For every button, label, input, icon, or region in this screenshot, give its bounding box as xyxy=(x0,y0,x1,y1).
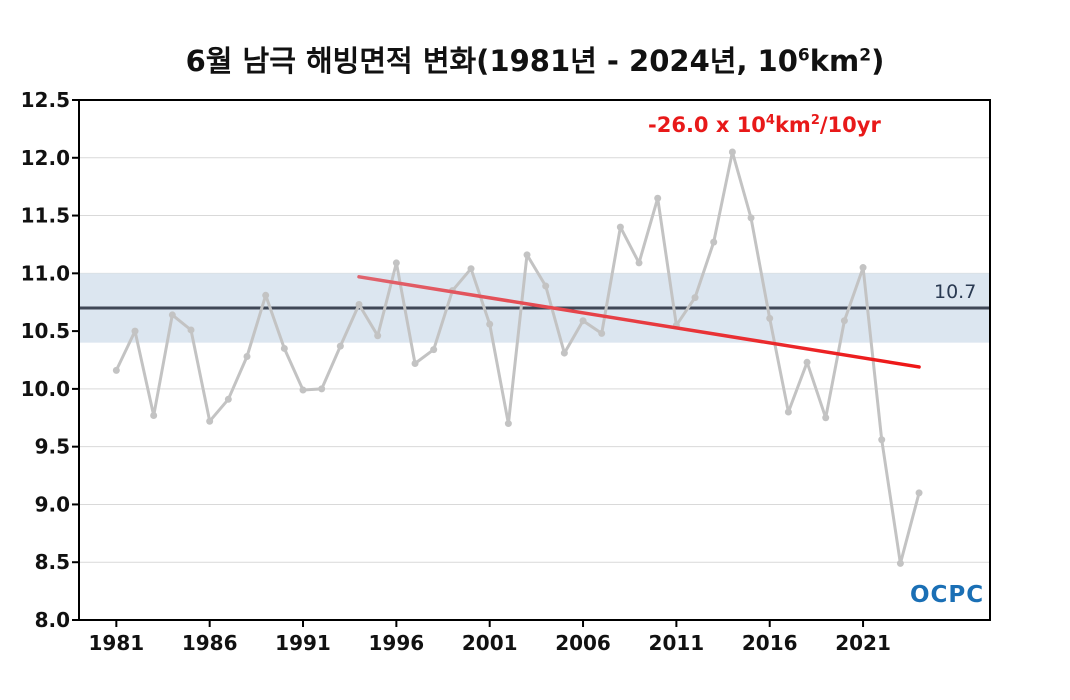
data-point xyxy=(486,320,494,328)
ocpc-logo: OCPC xyxy=(910,582,985,608)
data-point xyxy=(654,194,662,202)
data-point xyxy=(280,344,288,352)
mean-value-label: 10.7 xyxy=(934,281,977,303)
data-point xyxy=(878,436,886,444)
data-point xyxy=(915,489,923,497)
data-point xyxy=(243,353,251,361)
y-tick-label: 12.0 xyxy=(21,146,70,170)
data-point xyxy=(131,327,139,335)
data-point xyxy=(803,358,811,366)
data-point xyxy=(784,408,792,416)
data-point xyxy=(336,342,344,350)
tick-labels: 8.0 8.5 9.0 9.5 10.0 10.5 11.0 11.5 12.0 12.5 1981… xyxy=(21,88,891,655)
y-tick-label: 12.5 xyxy=(21,88,70,112)
data-point xyxy=(542,282,550,290)
data-point xyxy=(598,329,606,337)
y-tick-label: 9.0 xyxy=(35,492,70,516)
data-point xyxy=(766,314,774,322)
data-point xyxy=(187,326,195,334)
axes xyxy=(78,99,991,621)
x-tick-label: 2001 xyxy=(462,631,518,655)
trend-layer xyxy=(357,275,921,369)
data-point xyxy=(467,265,475,273)
x-tick-label: 2021 xyxy=(835,631,891,655)
data-point xyxy=(710,238,718,246)
trend-label: -26.0 x 104km2/10yr xyxy=(648,113,881,137)
series-line xyxy=(114,150,921,565)
data-point xyxy=(411,359,419,367)
data-point xyxy=(430,346,438,354)
data-point xyxy=(616,223,624,231)
data-point xyxy=(318,385,326,393)
data-point xyxy=(355,301,363,309)
x-tick-label: 2016 xyxy=(742,631,798,655)
data-point xyxy=(747,214,755,222)
chart-title: 6월 남극 해빙면적 변화(1981년 - 2024년, 106km2) xyxy=(185,44,885,78)
x-tick-label: 1996 xyxy=(369,631,425,655)
x-tick-label: 2006 xyxy=(555,631,611,655)
data-point xyxy=(579,317,587,325)
x-tick-label: 1991 xyxy=(275,631,331,655)
y-tick-label: 8.0 xyxy=(35,608,70,632)
data-point xyxy=(560,349,568,357)
data-point xyxy=(822,414,830,422)
data-point xyxy=(859,264,867,272)
plot-frame xyxy=(78,99,991,621)
x-tick-label: 2011 xyxy=(649,631,705,655)
data-point xyxy=(523,251,531,259)
data-point xyxy=(504,420,512,428)
y-tick-label: 9.5 xyxy=(35,435,70,459)
y-tick-label: 10.5 xyxy=(21,319,70,343)
y-tick-label: 11.0 xyxy=(21,261,70,285)
data-point xyxy=(262,291,270,299)
data-point xyxy=(224,395,232,403)
y-tick-label: 10.0 xyxy=(21,377,70,401)
data-point xyxy=(392,259,400,267)
y-tick-label: 8.5 xyxy=(35,550,70,574)
data-point xyxy=(728,148,736,156)
data-point xyxy=(206,417,214,425)
data-point xyxy=(840,317,848,325)
grid-lines xyxy=(79,157,990,563)
data-point xyxy=(168,311,176,319)
data-point xyxy=(635,259,643,267)
data-point xyxy=(299,386,307,394)
data-point xyxy=(112,366,120,374)
y-tick-label: 11.5 xyxy=(21,204,70,228)
trend-line xyxy=(357,275,921,369)
x-tick-label: 1986 xyxy=(182,631,238,655)
data-point xyxy=(896,559,904,567)
series-layer xyxy=(112,148,923,567)
x-tick-label: 1981 xyxy=(89,631,145,655)
data-point xyxy=(691,294,699,302)
data-point xyxy=(374,332,382,340)
data-point xyxy=(150,411,158,419)
